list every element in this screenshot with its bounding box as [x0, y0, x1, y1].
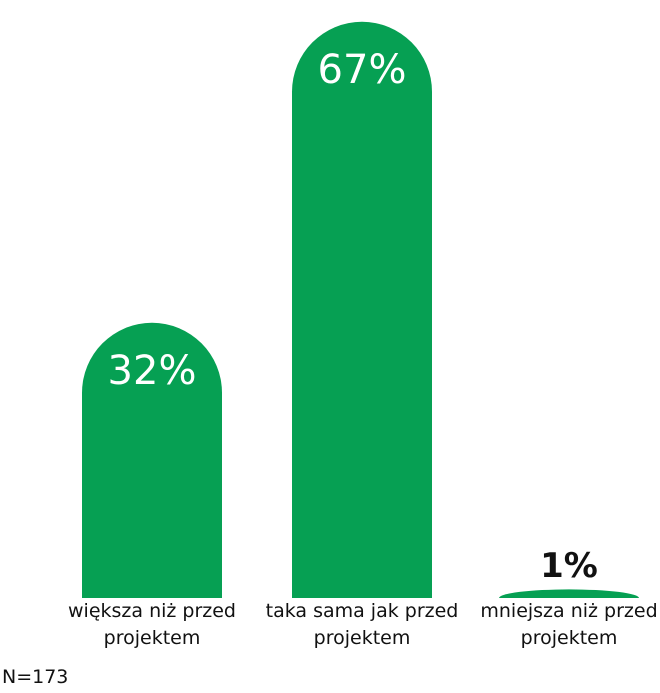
bar	[292, 21, 432, 599]
value-label: 67%	[318, 47, 407, 93]
value-label: 1%	[540, 546, 598, 586]
category-label: większa niż przed projektem	[68, 600, 236, 649]
bar	[82, 322, 222, 598]
note: N=173	[2, 666, 69, 688]
category-label: taka sama jak przed projektem	[265, 600, 459, 649]
category-label: mniejsza niż przed projektem	[480, 600, 658, 649]
value-label: 32%	[108, 348, 197, 394]
bar	[499, 589, 639, 598]
